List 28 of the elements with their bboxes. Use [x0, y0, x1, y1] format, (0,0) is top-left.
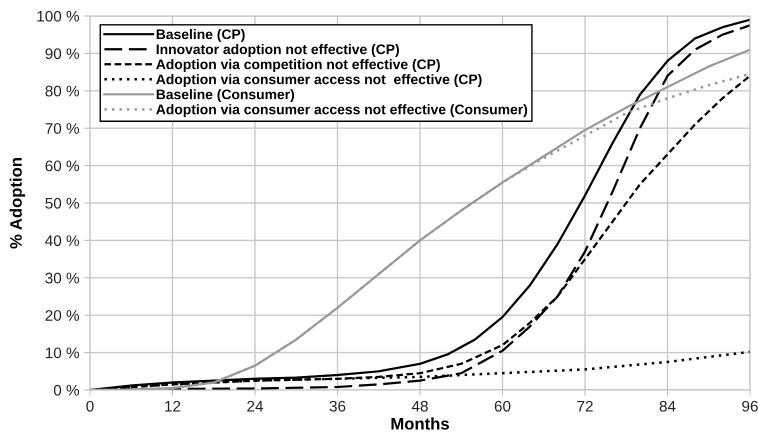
legend-label: Baseline (Consumer): [156, 89, 294, 102]
legend-label: Adoption via consumer access not effective (Consumer): [156, 104, 528, 118]
x-tick-label: 0: [86, 400, 94, 412]
y-tick-label: 70 %: [46, 123, 80, 134]
x-axis-title: Months: [391, 417, 449, 430]
y-tick-label: 100 %: [37, 10, 80, 22]
y-tick-label: 30 %: [45, 272, 80, 284]
y-axis-title: % Adoption: [10, 158, 26, 249]
x-tick-label: 12: [165, 400, 180, 412]
x-tick-label: 72: [577, 400, 593, 412]
x-tick-label: 24: [247, 400, 264, 412]
legend-label: Adoption via competition not effective (CP): [156, 59, 440, 72]
x-tick-label: 84: [660, 400, 676, 412]
x-tick-label: 96: [742, 400, 758, 412]
y-tick-label: 50 %: [45, 198, 80, 209]
y-tick-label: 20 %: [46, 310, 80, 321]
y-tick-label: 80 %: [45, 86, 80, 96]
y-tick-label: 0 %: [54, 384, 80, 396]
legend-label: Innovator adoption not effective (CP): [156, 44, 399, 57]
x-tick-label: 60: [494, 400, 510, 412]
y-tick-label: 10 %: [46, 347, 80, 358]
y-tick-label: 90 %: [45, 48, 80, 60]
x-tick-label: 48: [412, 400, 428, 412]
y-tick-label: 40 %: [45, 235, 80, 246]
legend-label: Baseline (CP): [156, 28, 245, 42]
y-tick-label: 60 %: [46, 160, 80, 172]
x-tick-label: 36: [330, 400, 346, 412]
legend-label: Adoption via consumer access not effective (CP): [156, 74, 482, 88]
